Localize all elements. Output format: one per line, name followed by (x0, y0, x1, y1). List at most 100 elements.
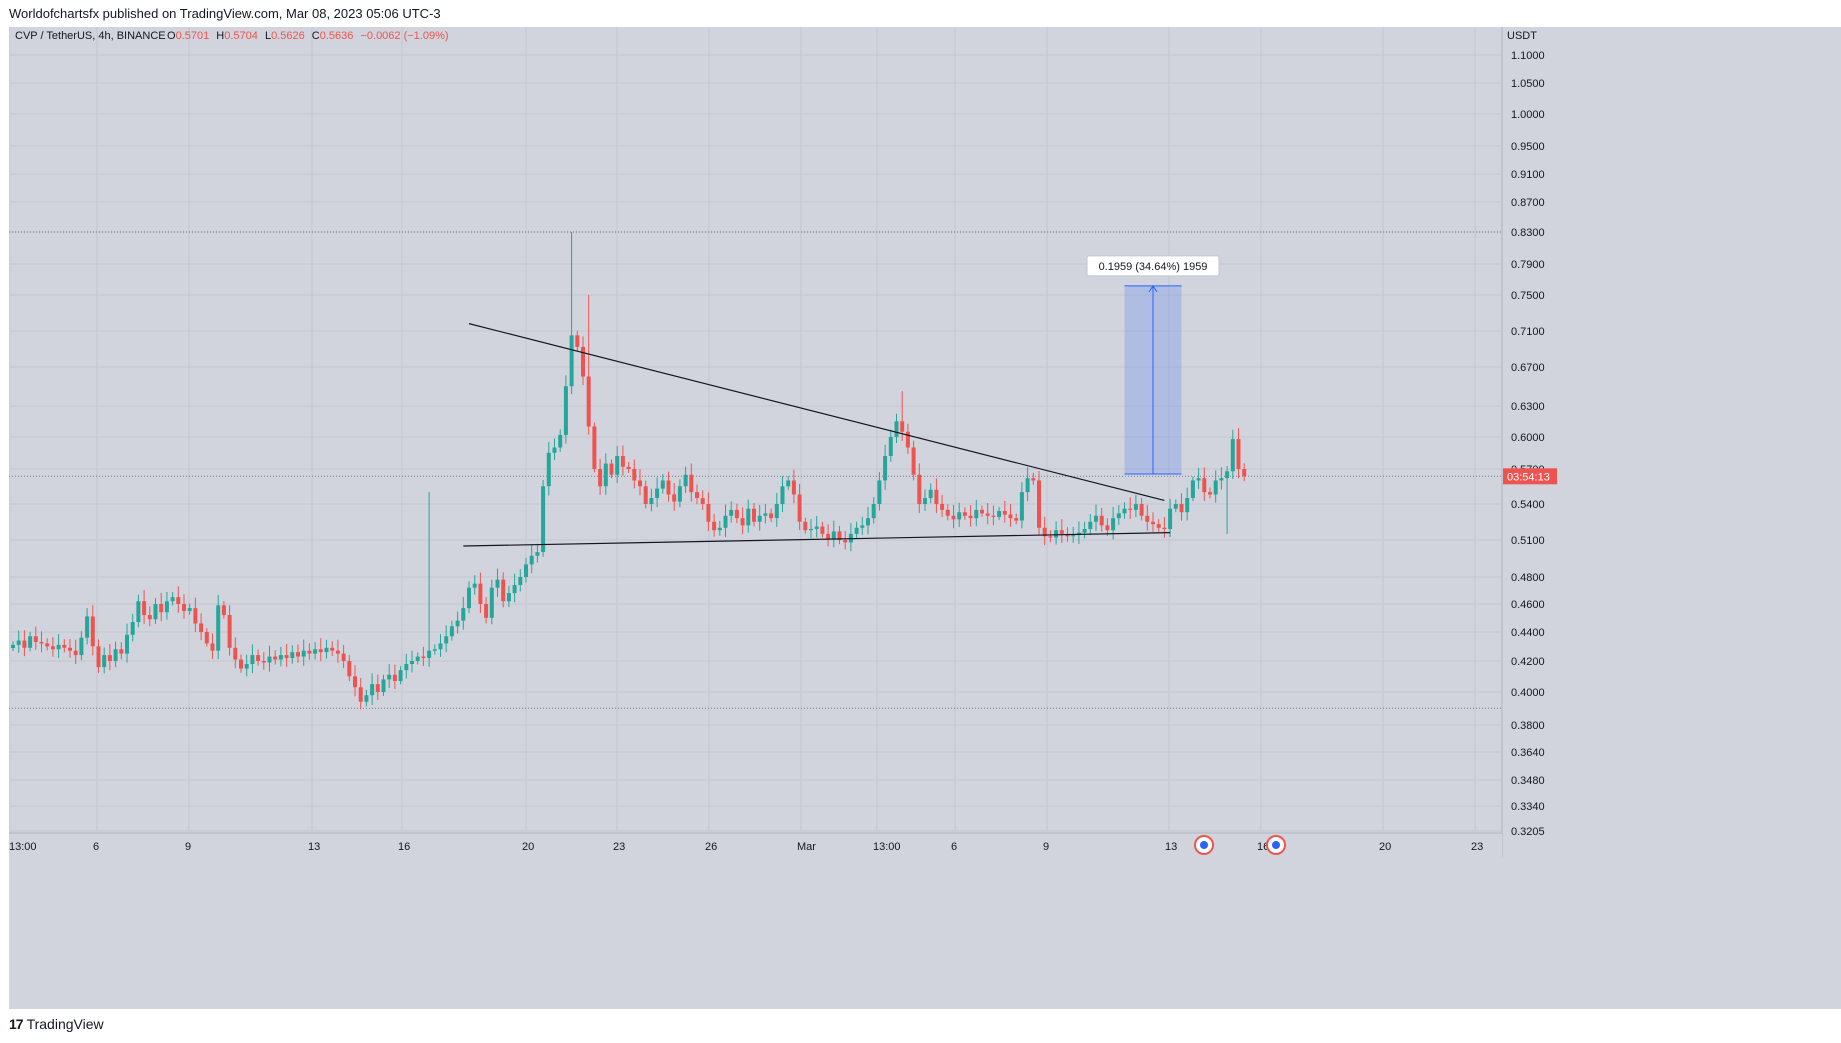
candle (1151, 512, 1155, 532)
candle (39, 631, 44, 653)
candle-body (210, 643, 215, 651)
candle (546, 441, 551, 496)
candle (278, 646, 283, 667)
candle (324, 639, 329, 659)
candle (957, 502, 962, 527)
candle (1190, 476, 1195, 502)
candle (107, 643, 112, 671)
candle-body (410, 661, 414, 665)
candle (1122, 502, 1127, 519)
candle (712, 513, 717, 537)
candle-body (923, 498, 927, 504)
event-icon-2[interactable] (1266, 835, 1286, 855)
candle-body (1002, 511, 1007, 515)
candle-body (1042, 527, 1047, 537)
candle-body (398, 670, 403, 681)
time-axis-bg (9, 834, 1502, 858)
candle-body (541, 486, 546, 553)
candle (159, 592, 164, 622)
candle-body (740, 518, 745, 526)
time-tick: 23 (613, 841, 625, 853)
candle (1139, 498, 1144, 521)
candle-body (814, 526, 819, 529)
candle (113, 641, 118, 668)
candle-body (928, 489, 933, 499)
candle (968, 505, 973, 527)
candle (461, 597, 466, 630)
candle (199, 613, 204, 641)
candle (142, 590, 147, 625)
candle-body (233, 647, 238, 660)
price-tick: 0.4600 (1511, 599, 1545, 611)
candle-body (575, 335, 580, 347)
candle (85, 608, 90, 645)
candle-body (638, 480, 642, 487)
candle (905, 423, 910, 454)
candle (256, 649, 261, 666)
candle (335, 639, 340, 663)
candle (187, 603, 192, 615)
candle-body (1128, 508, 1133, 510)
candle-body (432, 649, 437, 651)
candle-body (244, 664, 249, 669)
candle (136, 594, 141, 628)
candle (358, 678, 363, 710)
candle-body (860, 525, 865, 528)
candle-body (461, 608, 466, 621)
candle (609, 459, 614, 479)
candle-body (1190, 480, 1195, 499)
tradingview-logo-icon: 17 (9, 1016, 24, 1032)
candle (888, 429, 893, 462)
candle-body (706, 504, 711, 522)
candle (1236, 428, 1241, 479)
candle (1037, 470, 1041, 536)
candle (1173, 499, 1178, 513)
candle (763, 503, 768, 524)
candle (786, 476, 791, 490)
candle (16, 630, 21, 654)
candle-body (90, 616, 95, 647)
candle-body (204, 632, 209, 644)
candle (1019, 482, 1024, 529)
candle-body (997, 511, 1002, 517)
candle (410, 650, 414, 673)
candle-body (330, 647, 335, 651)
candle (700, 490, 705, 511)
price-tick: 0.6700 (1511, 362, 1545, 374)
candle-body (791, 480, 796, 495)
chart-frame[interactable]: 0.1959 (34.64%) 1959 USDT 1.1000 1.0500 1.0… (8, 27, 1841, 1009)
candle (147, 606, 152, 627)
event-icon-1[interactable] (1194, 835, 1214, 855)
measure-label: 0.1959 (34.64%) 1959 (1086, 255, 1220, 277)
candle (672, 483, 677, 511)
candle (1202, 467, 1207, 501)
trendline (468, 323, 1165, 501)
legend-symbol: CVP / TetherUS, 4h, BINANCE (15, 30, 166, 42)
candle-body (472, 583, 477, 588)
candle (227, 605, 232, 656)
price-tick: 1.0500 (1511, 78, 1545, 90)
candle-body (22, 640, 27, 648)
candle-body (854, 527, 859, 534)
candle-body (905, 431, 910, 448)
publish-line: Worldofchartsfx published on TradingView… (9, 6, 441, 21)
candle (347, 655, 352, 682)
candle-body (176, 597, 181, 604)
candle (341, 645, 346, 669)
candle (985, 502, 990, 525)
countdown-text: 03:54:13 (1507, 471, 1550, 483)
candlestick-chart[interactable]: 0.1959 (34.64%) 1959 USDT 1.1000 1.0500 1.0… (8, 27, 1841, 1009)
candle-body (940, 504, 945, 510)
candle (900, 391, 905, 441)
candle-body (1122, 508, 1127, 514)
candle (1099, 507, 1104, 532)
candle (506, 585, 511, 608)
candle (495, 568, 500, 597)
price-tick: 0.3480 (1511, 775, 1545, 787)
price-tick: 0.7500 (1511, 290, 1545, 302)
candle (233, 637, 238, 669)
candle (512, 573, 517, 603)
candle-body (1094, 515, 1098, 522)
candle (267, 645, 272, 672)
candle-body (598, 469, 603, 487)
